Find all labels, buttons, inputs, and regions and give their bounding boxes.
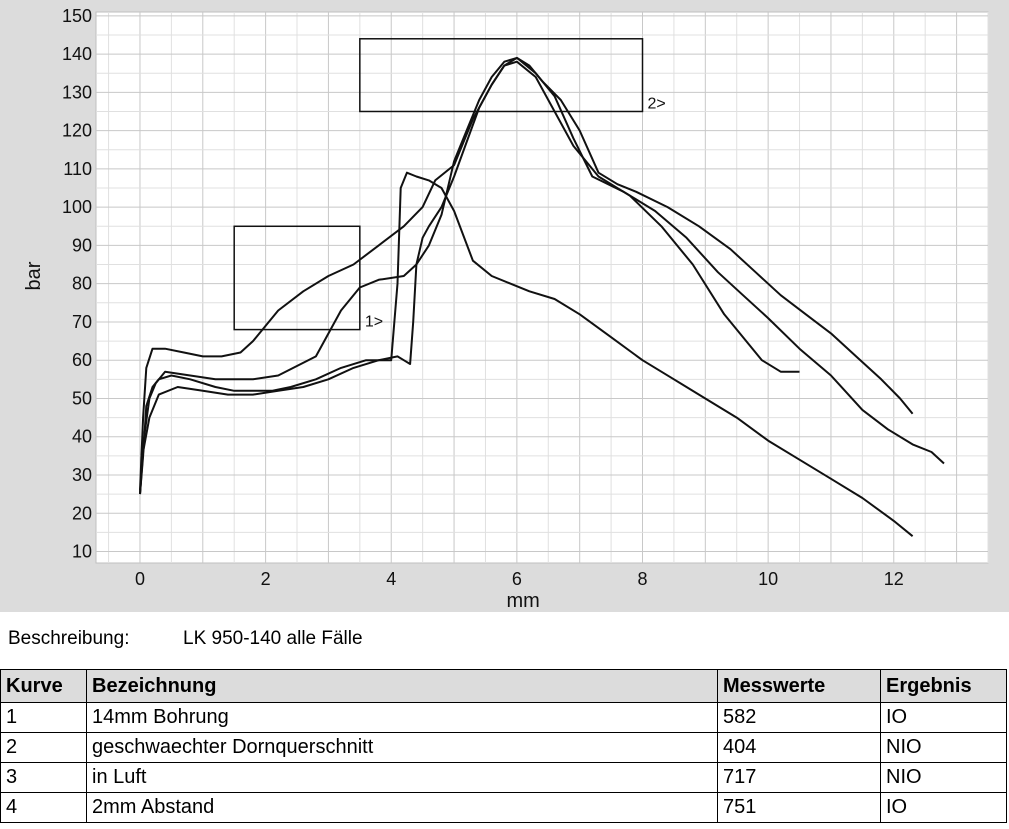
- y-tick-label: 110: [63, 159, 92, 179]
- x-tick-label: 2: [261, 569, 271, 589]
- column-header-kurve: Kurve: [0, 669, 87, 703]
- cell-bezeichnung: geschwaechter Dornquerschnitt: [86, 732, 718, 763]
- y-tick-label: 40: [72, 427, 92, 447]
- description-value: LK 950-140 alle Fälle: [183, 628, 363, 649]
- cell-messwerte: 751: [717, 792, 881, 823]
- plot-area: [95, 11, 989, 564]
- y-tick-label: 60: [72, 350, 92, 370]
- y-tick-label: 130: [62, 82, 92, 102]
- window-box-label: 1>: [365, 314, 383, 331]
- series-line-3: [139, 60, 800, 491]
- x-tick-label: 6: [512, 569, 522, 589]
- window-box-2: [359, 38, 644, 113]
- series-line-2: [139, 171, 914, 537]
- cell-kurve: 4: [0, 792, 87, 823]
- x-tick-label: 4: [386, 569, 396, 589]
- cell-bezeichnung: 2mm Abstand: [86, 792, 718, 823]
- table-row: 1 14mm Bohrung 582 IO: [0, 702, 1007, 733]
- y-tick-label: 30: [72, 465, 92, 485]
- cell-kurve: 3: [0, 762, 87, 793]
- cell-ergebnis: IO: [880, 792, 1007, 823]
- series-line-4: [139, 56, 914, 495]
- cell-ergebnis: NIO: [880, 732, 1007, 763]
- window-box-1: [233, 225, 361, 331]
- x-axis-label: mm: [506, 590, 539, 612]
- cell-messwerte: 717: [717, 762, 881, 793]
- cell-messwerte: 404: [717, 732, 881, 763]
- table-row: 3 in Luft 717 NIO: [0, 762, 1007, 793]
- y-axis-label: bar: [23, 261, 45, 290]
- cell-ergebnis: IO: [880, 702, 1007, 733]
- description-row: Beschreibung: LK 950-140 alle Fälle: [8, 628, 363, 650]
- cell-ergebnis: NIO: [880, 762, 1007, 793]
- cell-messwerte: 582: [717, 702, 881, 733]
- y-tick-label: 70: [72, 312, 92, 332]
- cell-kurve: 2: [0, 732, 87, 763]
- cell-bezeichnung: in Luft: [86, 762, 718, 793]
- y-tick-label: 80: [72, 274, 92, 294]
- window-box-label: 2>: [648, 95, 666, 112]
- cell-bezeichnung: 14mm Bohrung: [86, 702, 718, 733]
- x-tick-label: 0: [135, 569, 145, 589]
- y-tick-label: 140: [62, 44, 92, 64]
- column-header-ergebnis: Ergebnis: [880, 669, 1007, 703]
- column-header-messwerte: Messwerte: [717, 669, 881, 703]
- y-tick-label: 10: [72, 542, 92, 562]
- column-header-bezeichnung: Bezeichnung: [86, 669, 718, 703]
- x-tick-label: 10: [758, 569, 778, 589]
- y-tick-label: 90: [72, 235, 92, 255]
- y-tick-label: 50: [72, 388, 92, 408]
- cell-kurve: 1: [0, 702, 87, 733]
- results-table: Kurve Bezeichnung Messwerte Ergebnis 1 1…: [0, 669, 1007, 823]
- chart-panel: 10 20 30 40 50 60 70 80 90 100 110 120 130 140 150 0 2 4 6…: [0, 0, 1009, 612]
- x-tick-label: 8: [637, 569, 647, 589]
- description-label: Beschreibung:: [8, 628, 130, 649]
- table-row: 4 2mm Abstand 751 IO: [0, 792, 1007, 823]
- y-tick-label: 20: [72, 503, 92, 523]
- y-tick-label: 100: [62, 197, 92, 217]
- y-tick-label: 150: [62, 6, 92, 26]
- table-header-row: Kurve Bezeichnung Messwerte Ergebnis: [0, 669, 1007, 703]
- line-chart: 10 20 30 40 50 60 70 80 90 100 110 120 130 140 150 0 2 4 6…: [23, 6, 989, 612]
- x-tick-label: 12: [884, 569, 904, 589]
- table-row: 2 geschwaechter Dornquerschnitt 404 NIO: [0, 732, 1007, 763]
- y-tick-label: 120: [62, 121, 92, 141]
- series-line-1: [139, 56, 945, 495]
